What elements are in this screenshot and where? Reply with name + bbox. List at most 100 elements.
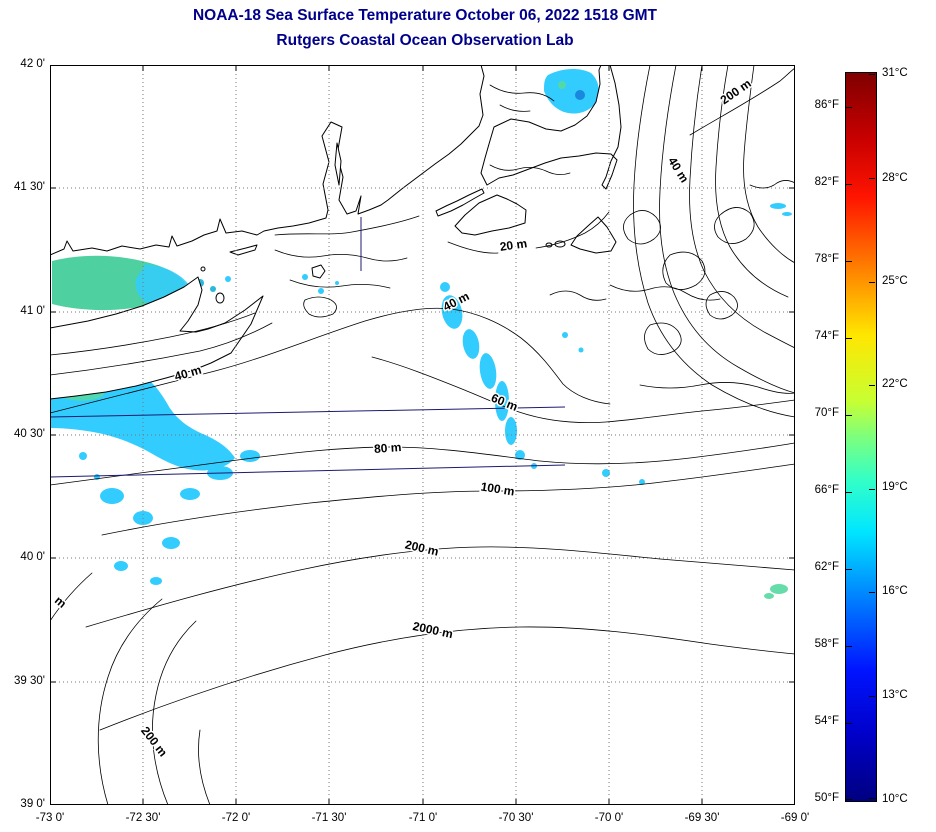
coastline-block-island [311, 264, 326, 279]
celsius-tick-label: 22°C [882, 378, 908, 390]
coastline-gardiners-island [215, 292, 225, 304]
temperature-colorbar [845, 72, 877, 802]
contour-shoal-swirl [549, 290, 607, 301]
contour-label: 40 m [665, 155, 691, 186]
contour-ne-line [689, 65, 795, 349]
contour-ne-line [743, 65, 795, 264]
plot-frame [50, 65, 795, 805]
colorbar-tick [846, 107, 852, 108]
colorbar-tick [846, 492, 852, 493]
sst-patch [210, 286, 216, 292]
lon-tick-label: -71 0' [408, 812, 438, 824]
contour-label: m [52, 593, 69, 611]
sst-patch [770, 584, 788, 594]
lon-tick-label: -73 0' [35, 812, 65, 824]
celsius-tick-label: 10°C [882, 793, 908, 805]
contour-ne-line [659, 65, 795, 394]
fahrenheit-tick-label: 58°F [814, 638, 839, 650]
colorbar-tick [869, 489, 875, 490]
sst-patch [578, 347, 584, 353]
contour-shoal-swirl [644, 322, 682, 355]
lon-tick-label: -72 30' [125, 812, 161, 824]
contour-200m-line [85, 546, 795, 628]
lat-tick-label: 41 30' [14, 181, 45, 193]
sst-patch [150, 577, 162, 585]
contour-block-island-loop [303, 296, 337, 318]
colorbar-tick [869, 74, 875, 75]
contour-label: 2000 m [411, 619, 454, 641]
celsius-tick-label: 28°C [882, 172, 908, 184]
sst-patch [505, 417, 517, 445]
sst-patch [782, 212, 792, 216]
fahrenheit-tick-label: 54°F [814, 715, 839, 727]
colorbar-tick [846, 184, 852, 185]
celsius-tick-label: 19°C [882, 481, 908, 493]
sst-patch [335, 281, 339, 285]
fahrenheit-tick-label: 50°F [814, 792, 839, 804]
sst-patch [602, 469, 610, 477]
lat-tick-label: 41 0' [20, 305, 45, 317]
celsius-tick-label: 13°C [882, 689, 908, 701]
celsius-tick-label: 31°C [882, 67, 908, 79]
sst-patch [515, 450, 525, 460]
fahrenheit-tick-label: 70°F [814, 407, 839, 419]
coastline-nantucket [570, 216, 617, 254]
transect-line [50, 464, 566, 478]
colorbar-tick [846, 799, 852, 800]
contour-nantucket-sound [489, 164, 571, 175]
sst-patch [495, 381, 509, 421]
colorbar-tick [869, 282, 875, 283]
contour-cape-cod-bay [499, 104, 531, 112]
sst-patch [639, 479, 645, 485]
graticule [51, 66, 794, 804]
contour-2000m-line [99, 626, 795, 731]
bathymetry-contours [50, 65, 795, 805]
coastline-mainland [50, 65, 485, 256]
colorbar-tick [869, 178, 875, 179]
sst-patch [770, 203, 786, 209]
colorbar-tick [846, 261, 852, 262]
coastline-long-island [50, 276, 264, 400]
contour-li-offshore [50, 312, 256, 356]
colorbar-tick [846, 338, 852, 339]
sst-patch [558, 81, 566, 89]
sst-patch [240, 450, 260, 462]
coastline-marthas-vineyard [454, 194, 527, 236]
contour-200m-sw-line [152, 620, 197, 805]
figure-subtitle: Rutgers Coastal Ocean Observation Lab [276, 32, 574, 49]
lon-tick-label: -72 0' [221, 812, 251, 824]
sst-patch [180, 488, 200, 500]
lon-tick-label: -69 30' [684, 812, 720, 824]
transect-lines [50, 217, 566, 478]
colorbar-tick [846, 723, 852, 724]
lon-tick-label: -70 0' [594, 812, 624, 824]
colorbar-tick [869, 592, 875, 593]
colorbar-tick [869, 696, 875, 697]
sst-patch [479, 353, 497, 389]
colorbar-tick [869, 798, 875, 799]
contour-ne-line [715, 65, 789, 298]
contour-20m-line [274, 215, 420, 236]
contour-80m-line [50, 442, 795, 486]
lat-tick-label: 39 0' [20, 798, 45, 810]
colorbar-tick [846, 646, 852, 647]
contour-label: 200 m [404, 537, 440, 558]
sst-patch [764, 593, 774, 599]
sst-patch [162, 537, 180, 549]
contour-100m-line [101, 463, 795, 536]
axis-ticks [50, 65, 795, 805]
contour-edge-line [50, 572, 93, 622]
fahrenheit-tick-label: 74°F [814, 330, 839, 342]
contour-ri-sound [289, 279, 391, 289]
sst-patch [440, 282, 450, 292]
fahrenheit-tick-label: 82°F [814, 176, 839, 188]
sst-patch [562, 332, 568, 338]
map-plot: 200 m 40 m 20 m 40 m 40 m 60 m 80 m 100 … [50, 65, 795, 805]
contour-ne-line [633, 65, 795, 418]
contour-label: 200 m [718, 76, 754, 107]
transect-line [50, 406, 566, 418]
coastline-plum-island [200, 266, 206, 272]
contour-40m-line [50, 307, 611, 414]
contour-shoal-swirl [749, 180, 795, 189]
lon-tick-label: -70 30' [498, 812, 534, 824]
